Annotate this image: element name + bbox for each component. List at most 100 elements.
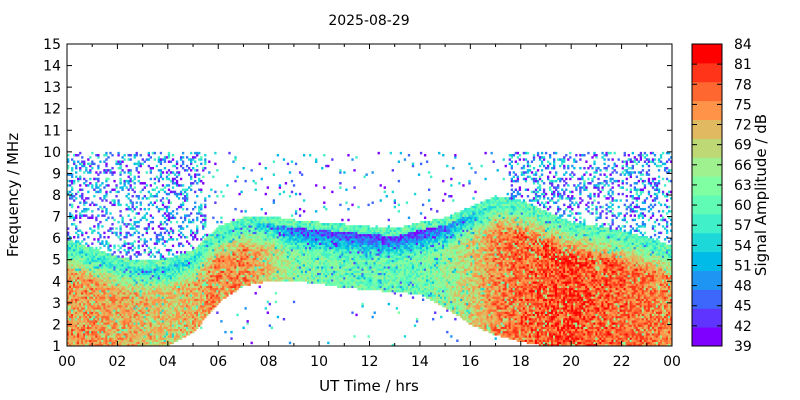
heatmap-cell — [133, 320, 136, 323]
heatmap-cell — [73, 182, 76, 185]
heatmap-cell — [143, 292, 146, 295]
heatmap-cell — [234, 240, 237, 243]
heatmap-cell — [196, 259, 199, 263]
heatmap-cell — [183, 259, 187, 263]
heatmap-cell — [159, 324, 163, 327]
heatmap-cell — [107, 253, 110, 256]
heatmap-cell — [139, 302, 142, 306]
heatmap-cell — [135, 283, 138, 286]
heatmap-cell — [99, 266, 102, 269]
heatmap-cell — [188, 300, 191, 304]
heatmap-cell — [268, 302, 271, 306]
heatmap-cell — [149, 309, 152, 312]
heatmap-cell — [190, 158, 193, 161]
heatmap-cell — [147, 328, 150, 332]
heatmap-cell — [69, 257, 72, 261]
heatmap-cell — [79, 313, 82, 317]
heatmap-cell — [155, 195, 159, 198]
heatmap-cell — [155, 326, 159, 330]
heatmap-cell — [179, 242, 183, 245]
heatmap-cell — [79, 309, 82, 312]
heatmap-cell — [230, 220, 233, 224]
heatmap-cell — [113, 320, 116, 323]
heatmap-cell — [75, 270, 78, 273]
heatmap-cell — [75, 279, 78, 282]
heatmap-cell — [242, 218, 245, 222]
heatmap-cell — [169, 279, 173, 282]
heatmap-cell — [216, 264, 219, 267]
heatmap-cell — [218, 283, 221, 286]
heatmap-cell — [167, 248, 171, 252]
heatmap-cell — [117, 270, 120, 273]
heatmap-cell — [121, 156, 124, 159]
heatmap-cell — [165, 317, 169, 321]
heatmap-cell — [111, 216, 114, 220]
heatmap-cell — [139, 272, 142, 276]
heatmap-cell — [262, 223, 265, 226]
heatmap-cell — [234, 283, 237, 286]
heatmap-cell — [127, 205, 130, 209]
heatmap-cell — [147, 324, 150, 327]
heatmap-cell — [161, 261, 165, 265]
heatmap-cell — [87, 274, 90, 278]
heatmap-cell — [204, 246, 207, 250]
heatmap-cell — [167, 292, 171, 295]
heatmap-cell — [157, 309, 161, 312]
heatmap-cell — [177, 173, 181, 176]
heatmap-cell — [204, 272, 207, 276]
heatmap-cell — [83, 287, 86, 291]
heatmap-cell — [109, 270, 112, 273]
heatmap-cell — [99, 197, 102, 200]
heatmap-cell — [222, 246, 225, 250]
heatmap-cell — [157, 283, 161, 286]
heatmap-cell — [115, 231, 118, 235]
heatmap-cell — [99, 313, 102, 317]
heatmap-cell — [200, 287, 203, 291]
heatmap-cell — [254, 246, 257, 250]
heatmap-cell — [159, 188, 163, 191]
heatmap-cell — [85, 330, 88, 334]
heatmap-cell — [79, 268, 82, 271]
heatmap-cell — [87, 266, 90, 269]
heatmap-cell — [242, 225, 245, 228]
heatmap-cell — [171, 266, 175, 269]
heatmap-cell — [167, 330, 171, 334]
heatmap-cell — [69, 320, 72, 323]
heatmap-cell — [272, 229, 276, 232]
heatmap-cell — [179, 279, 183, 282]
heatmap-cell — [143, 315, 146, 319]
heatmap-cell — [196, 324, 199, 327]
heatmap-cell — [250, 281, 253, 284]
heatmap-cell — [99, 233, 102, 237]
heatmap-cell — [109, 257, 112, 261]
heatmap-cell — [101, 343, 104, 347]
heatmap-cell — [87, 279, 90, 282]
heatmap-cell — [252, 179, 255, 183]
heatmap-cell — [198, 283, 201, 286]
heatmap-cell — [169, 339, 173, 342]
heatmap-cell — [175, 266, 179, 269]
heatmap-cell — [232, 248, 235, 252]
heatmap-cell — [173, 173, 177, 176]
heatmap-cell — [97, 326, 100, 330]
heatmap-cell — [230, 283, 233, 286]
heatmap-cell — [212, 259, 215, 263]
heatmap-cell — [254, 188, 257, 191]
heatmap-cell — [95, 309, 98, 312]
heatmap-cell — [135, 335, 138, 338]
heatmap-cell — [266, 255, 269, 258]
heatmap-cell — [177, 268, 181, 271]
heatmap-cell — [145, 227, 148, 230]
heatmap-cell — [270, 248, 273, 252]
heatmap-cell — [123, 171, 126, 174]
heatmap-cell — [115, 281, 118, 284]
heatmap-cell — [79, 339, 82, 342]
heatmap-cell — [143, 313, 146, 317]
heatmap-cell — [181, 305, 185, 308]
heatmap-cell — [151, 281, 155, 284]
heatmap-cell — [222, 253, 225, 256]
heatmap-cell — [79, 298, 82, 301]
heatmap-cell — [129, 309, 132, 312]
heatmap-cell — [139, 320, 142, 323]
heatmap-cell — [71, 274, 74, 278]
